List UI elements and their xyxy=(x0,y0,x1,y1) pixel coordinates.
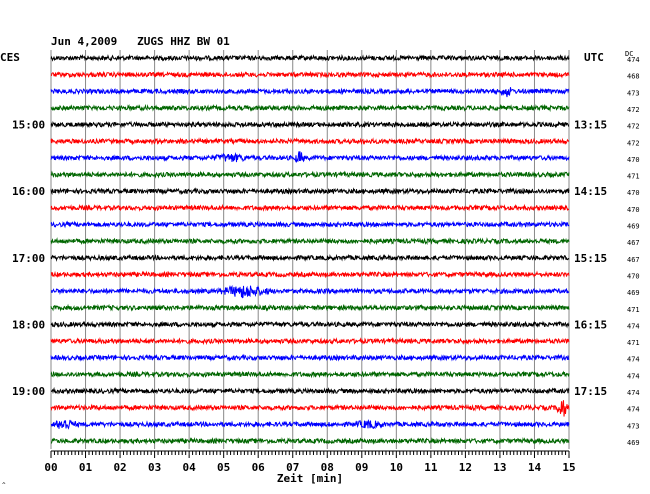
right-hour-label: 16:15 xyxy=(574,318,607,331)
left-hour-label: 18:00 xyxy=(12,318,45,331)
dc-value-14: 470 xyxy=(627,272,640,280)
seismic-trace-17 xyxy=(50,320,570,329)
left-hour-label: 16:00 xyxy=(12,185,45,198)
seismic-trace-13 xyxy=(50,253,570,262)
dc-value-17: 474 xyxy=(627,322,640,330)
seismic-trace-9 xyxy=(50,187,570,196)
left-hour-label: 15:00 xyxy=(12,119,45,132)
label-layer: Jun 4,2009 ZUGS HHZ BW 01 CES UTC DC Zei… xyxy=(0,35,640,489)
dc-value-3: 473 xyxy=(627,89,640,97)
dc-value-9: 470 xyxy=(627,189,640,197)
x-tick-label-12: 12 xyxy=(459,461,472,474)
seismic-trace-3 xyxy=(50,87,570,98)
seismic-trace-8 xyxy=(50,170,570,179)
dc-value-5: 472 xyxy=(627,123,640,131)
left-hour-label: 17:00 xyxy=(12,252,45,265)
x-tick-label-03: 03 xyxy=(148,461,161,474)
time-axis: 00 01 02 03 04 05 06 07 08 09 10 11 12 13 14 15 xyxy=(44,450,576,474)
x-tick-label-15: 15 xyxy=(562,461,575,474)
dc-value-23: 473 xyxy=(627,422,640,430)
x-tick-label-06: 06 xyxy=(252,461,266,474)
x-tick-label-05: 05 xyxy=(217,461,230,474)
x-tick-label-14: 14 xyxy=(528,461,542,474)
seismic-trace-6 xyxy=(50,137,570,146)
dc-value-11: 469 xyxy=(627,223,640,231)
dc-value-1: 474 xyxy=(627,56,640,64)
chart-title: Jun 4,2009 ZUGS HHZ BW 01 xyxy=(51,35,230,48)
dc-value-24: 469 xyxy=(627,439,640,447)
seismic-trace-19 xyxy=(50,353,570,362)
left-hour-label: 19:00 xyxy=(12,385,45,398)
dc-value-4: 472 xyxy=(627,106,640,114)
right-hour-label: 15:15 xyxy=(574,252,607,265)
dc-header: DC xyxy=(625,50,633,58)
seismic-trace-4 xyxy=(50,103,570,113)
grid xyxy=(50,50,570,449)
x-tick-label-00: 00 xyxy=(44,461,57,474)
x-tick-label-07: 07 xyxy=(286,461,299,474)
seismic-trace-12 xyxy=(50,237,570,246)
x-tick-label-08: 08 xyxy=(321,461,334,474)
x-tick-label-09: 09 xyxy=(355,461,368,474)
x-axis-label: Zeit [min] xyxy=(277,472,343,485)
dc-value-16: 471 xyxy=(627,306,640,314)
dc-value-18: 471 xyxy=(627,339,640,347)
seismic-trace-21 xyxy=(50,386,570,395)
seismic-trace-11 xyxy=(50,220,570,229)
dc-value-8: 471 xyxy=(627,173,640,181)
corner-mark: ^ xyxy=(2,482,6,489)
x-tick-label-11: 11 xyxy=(424,461,438,474)
seismic-trace-15 xyxy=(50,284,570,299)
dc-value-10: 470 xyxy=(627,206,640,214)
x-tick-label-10: 10 xyxy=(390,461,403,474)
dc-value-15: 469 xyxy=(627,289,640,297)
seismic-trace-1 xyxy=(50,53,570,62)
seismic-trace-7 xyxy=(50,151,570,163)
x-tick-label-01: 01 xyxy=(79,461,93,474)
dc-value-7: 470 xyxy=(627,156,640,164)
dc-value-22: 474 xyxy=(627,406,640,414)
dc-value-20: 474 xyxy=(627,372,640,380)
right-hour-label: 17:15 xyxy=(574,385,607,398)
dc-value-2: 468 xyxy=(627,73,640,81)
seismic-trace-16 xyxy=(50,303,570,312)
dc-value-21: 474 xyxy=(627,389,640,397)
seismic-trace-10 xyxy=(50,203,570,212)
trace-layer xyxy=(50,53,570,446)
dc-value-13: 467 xyxy=(627,256,640,264)
left-timezone-label: CES xyxy=(0,51,20,64)
seismic-trace-23 xyxy=(50,419,570,430)
seismic-trace-20 xyxy=(50,370,570,379)
seismic-trace-18 xyxy=(50,336,570,346)
dc-value-12: 467 xyxy=(627,239,640,247)
x-tick-label-13: 13 xyxy=(493,461,506,474)
right-hour-label: 14:15 xyxy=(574,185,607,198)
seismic-trace-2 xyxy=(50,70,570,79)
x-tick-label-02: 02 xyxy=(113,461,126,474)
right-hour-label: 13:15 xyxy=(574,119,607,132)
seismic-trace-5 xyxy=(50,120,570,129)
seismic-trace-24 xyxy=(50,436,570,446)
right-timezone-label: UTC xyxy=(584,51,604,64)
seismic-trace-22 xyxy=(50,400,570,417)
x-tick-label-04: 04 xyxy=(183,461,197,474)
dc-value-6: 472 xyxy=(627,139,640,147)
seismic-trace-14 xyxy=(50,270,570,279)
dc-value-19: 474 xyxy=(627,356,640,364)
